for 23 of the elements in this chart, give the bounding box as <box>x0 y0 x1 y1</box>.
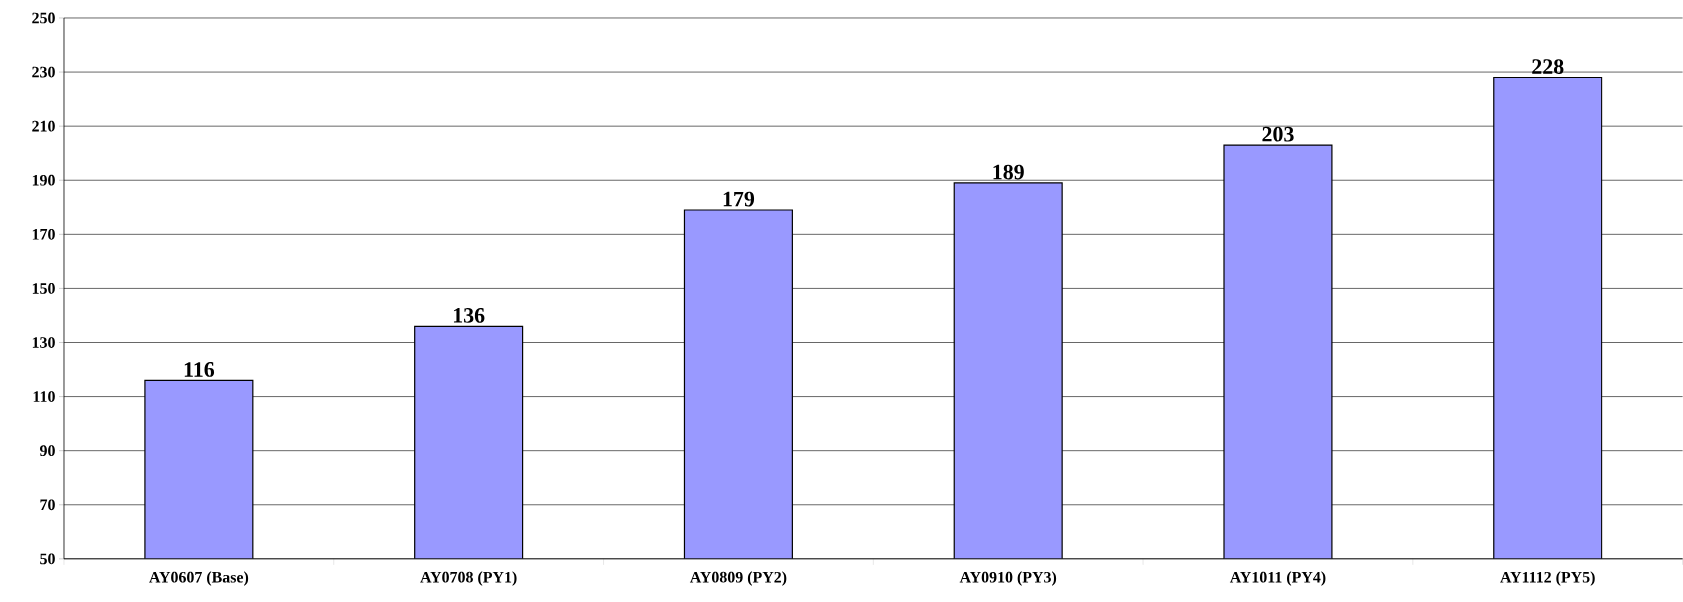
y-tick-label: 210 <box>32 120 55 132</box>
data-label: 189 <box>993 164 1024 180</box>
y-tick-label: 110 <box>33 391 55 403</box>
y-tick-label: 250 <box>32 12 55 24</box>
x-tick-label: AY0809 (PY2) <box>689 571 787 586</box>
x-tick-label: AY1011 (PY4) <box>1229 571 1326 586</box>
y-tick-label: 70 <box>40 499 55 511</box>
data-label: 228 <box>1532 59 1564 75</box>
y-tick-label: 130 <box>32 337 55 348</box>
data-label: 203 <box>1262 126 1294 142</box>
data-label: 116 <box>184 362 215 377</box>
x-tick-label: AY0708 (PY1) <box>420 571 517 586</box>
x-tick-label: AY0910 (PY3) <box>959 571 1057 586</box>
x-tick-label: AY0607 (Base) <box>149 571 249 586</box>
y-tick-label: 50 <box>40 553 55 565</box>
y-tick-label: 170 <box>32 229 55 240</box>
y-tick-label: 190 <box>32 174 55 186</box>
data-label: 179 <box>723 191 755 207</box>
y-tick-label: 230 <box>32 66 55 78</box>
x-tick-label: AY1112 (PY5) <box>1500 571 1595 586</box>
data-label: 136 <box>453 308 485 323</box>
y-tick-label: 90 <box>39 445 55 457</box>
y-tick-label: 150 <box>32 283 55 294</box>
